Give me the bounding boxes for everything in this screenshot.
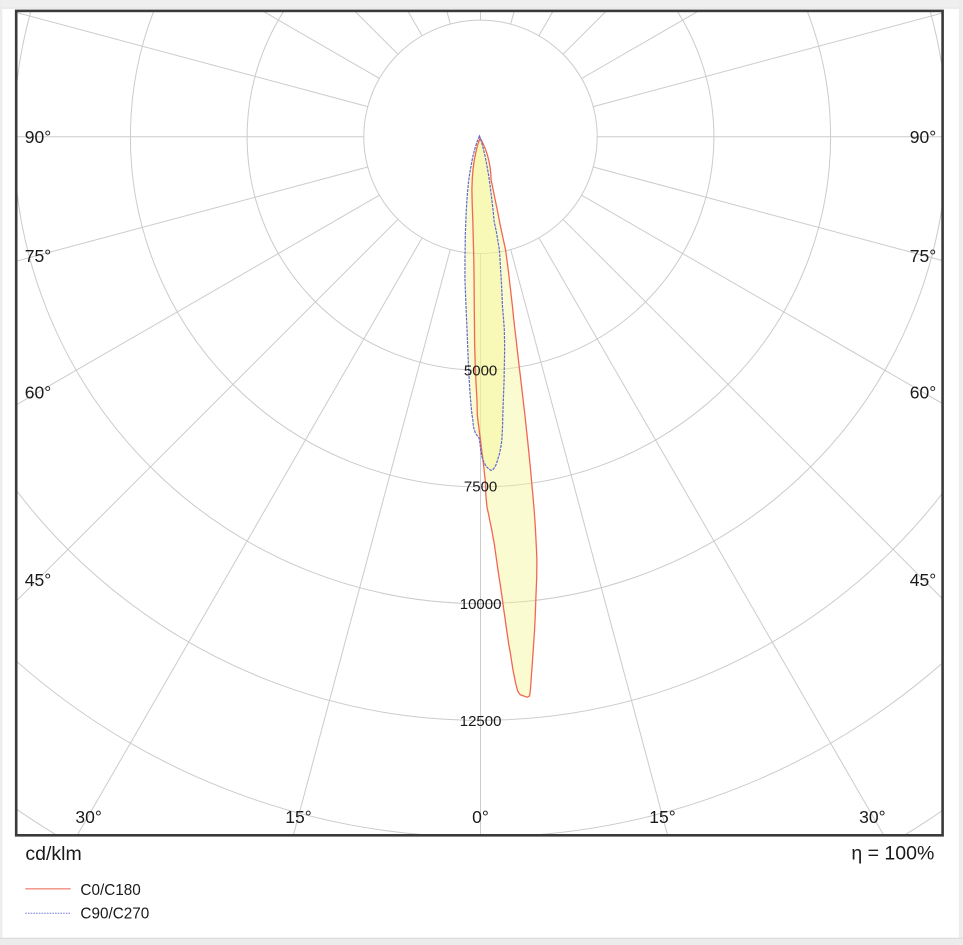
svg-text:15°: 15° xyxy=(285,807,311,827)
svg-text:30°: 30° xyxy=(859,807,885,827)
svg-text:45°: 45° xyxy=(910,570,936,590)
svg-text:90°: 90° xyxy=(910,127,936,147)
svg-text:60°: 60° xyxy=(910,383,936,403)
svg-text:5000: 5000 xyxy=(464,363,497,380)
svg-text:15°: 15° xyxy=(649,807,675,827)
svg-text:C90/C270: C90/C270 xyxy=(80,906,149,923)
svg-text:90°: 90° xyxy=(25,127,51,147)
svg-text:7500: 7500 xyxy=(464,478,497,495)
svg-text:12500: 12500 xyxy=(460,713,502,730)
svg-text:cd/klm: cd/klm xyxy=(25,843,81,865)
svg-text:η = 100%: η = 100% xyxy=(851,843,934,865)
svg-text:C0/C180: C0/C180 xyxy=(80,882,140,899)
svg-text:0°: 0° xyxy=(472,807,489,827)
svg-text:45°: 45° xyxy=(25,570,51,590)
svg-text:30°: 30° xyxy=(75,807,101,827)
svg-text:60°: 60° xyxy=(25,383,51,403)
svg-text:10000: 10000 xyxy=(460,596,502,613)
svg-text:75°: 75° xyxy=(25,246,51,266)
svg-text:75°: 75° xyxy=(910,246,936,266)
